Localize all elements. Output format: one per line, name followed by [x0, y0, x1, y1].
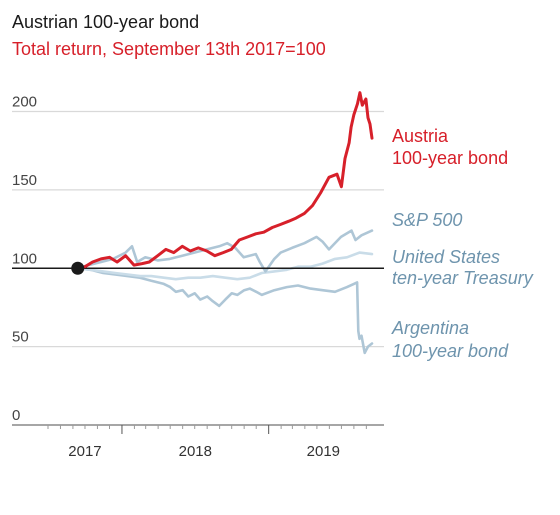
- series-label-austria-line2: 100-year bond: [392, 148, 508, 168]
- series-line-austria: [76, 91, 374, 270]
- series-label-austria: Austria: [392, 126, 449, 146]
- y-tick-label-200: 200: [12, 94, 37, 111]
- start-point-marker: [71, 261, 85, 275]
- x-tick-label-2019: 2019: [307, 443, 340, 460]
- y-tick-label-50: 50: [12, 329, 29, 346]
- series-line-sp500: [76, 229, 374, 273]
- x-tick-label-2018: 2018: [179, 443, 212, 460]
- series-label-sp500: S&P 500: [392, 210, 462, 230]
- y-tick-label-100: 100: [12, 250, 37, 267]
- series-lines: [12, 91, 384, 355]
- chart-subtitle: Total return, September 13th 2017=100: [12, 39, 326, 59]
- x-tick-label-2017: 2017: [68, 443, 101, 460]
- series-line-treasury: [76, 251, 374, 281]
- series-label-argentina-line2: 100-year bond: [392, 341, 509, 361]
- series-label-argentina: Argentina: [391, 318, 469, 338]
- chart-title: Austrian 100-year bond: [12, 12, 199, 32]
- gridlines: 0 50 100 150 200: [12, 94, 384, 426]
- y-tick-label-0: 0: [12, 407, 20, 424]
- x-axis: 2017 2018 2019: [12, 424, 384, 460]
- series-label-treasury-line2: ten-year Treasury: [392, 268, 534, 288]
- y-tick-label-150: 150: [12, 172, 37, 189]
- series-line-argentina: [76, 266, 374, 355]
- series-label-treasury: United States: [392, 247, 500, 267]
